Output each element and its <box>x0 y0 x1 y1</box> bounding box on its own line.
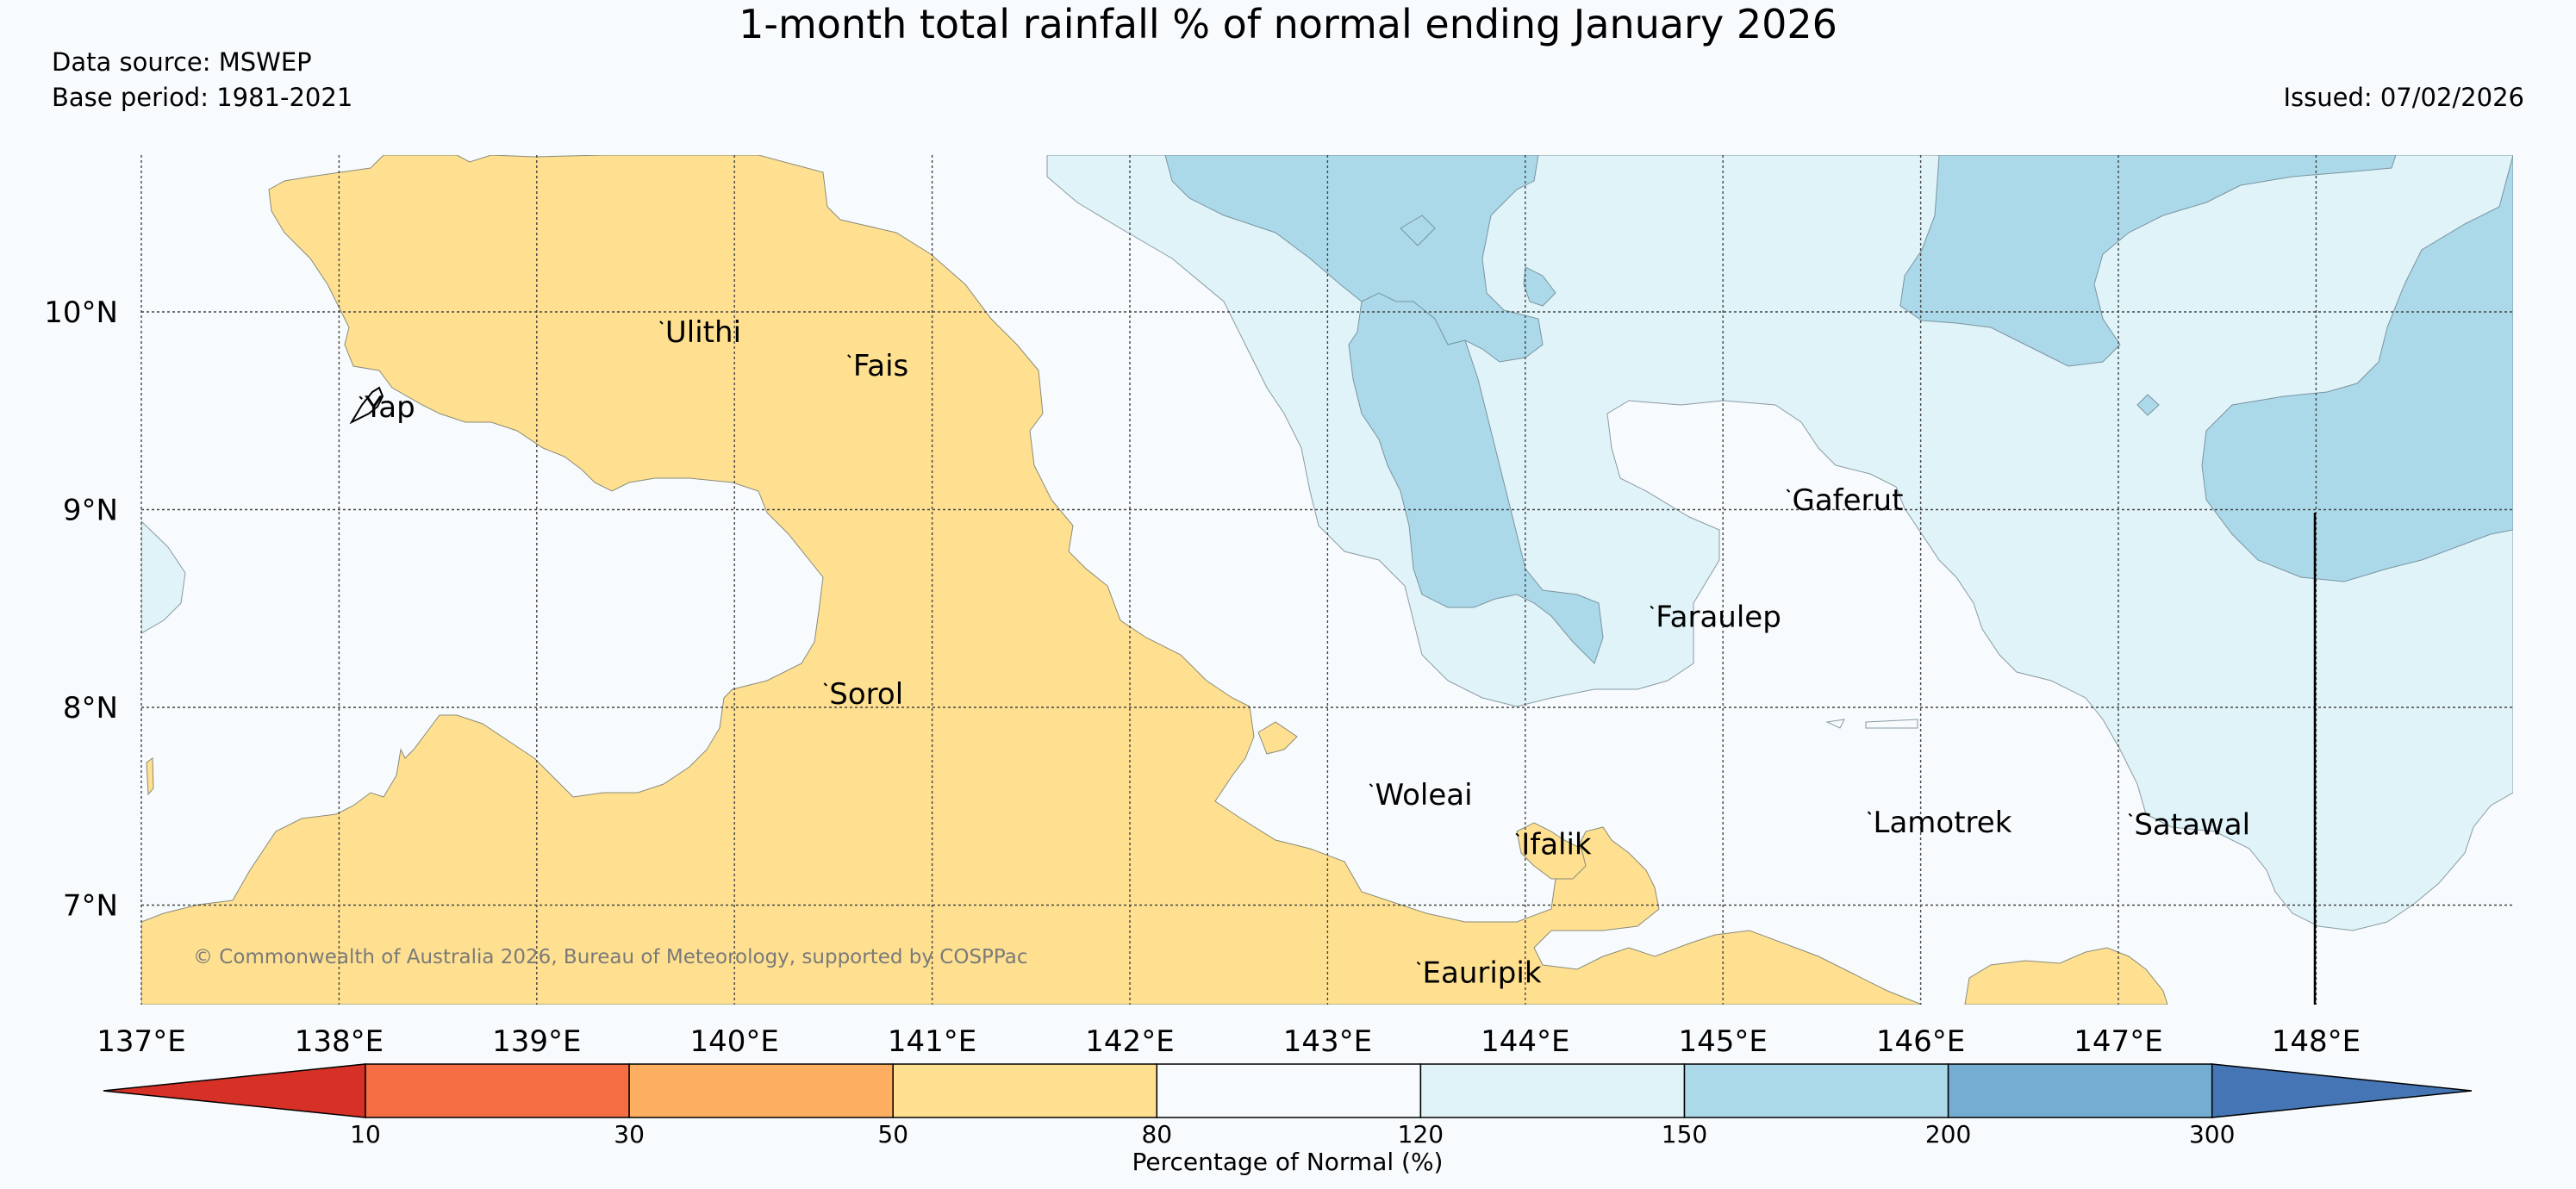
below-normal-patch-east <box>1964 947 2168 1005</box>
much-above-normal-patch-3 <box>2136 394 2160 416</box>
colorbar-under-arrow <box>103 1063 366 1118</box>
map-title: 1-month total rainfall % of normal endin… <box>739 1 1837 47</box>
longitude-labels: 137°E 138°E 139°E 140°E 141°E 142°E 143°E 144°E… <box>97 1024 2361 1059</box>
colorbar-over-arrow <box>2211 1063 2473 1118</box>
island-marker <box>1867 811 1872 815</box>
colorbar-tick-labels: 10 30 50 80 120 150 200 300 <box>350 1120 2235 1149</box>
place-label: Lamotrek <box>1874 806 2012 840</box>
longitude-label: 144°E <box>1481 1024 1569 1059</box>
place-label: Sorol <box>829 677 903 712</box>
colorbar-title: Percentage of Normal (%) <box>1132 1148 1444 1176</box>
latitude-label: 8°N <box>63 691 118 725</box>
longitude-label: 139°E <box>492 1024 581 1059</box>
island-marker <box>659 321 664 325</box>
above-normal-region-west <box>141 520 186 634</box>
longitude-label: 145°E <box>1679 1024 1768 1059</box>
place-label: Ulithi <box>665 315 741 350</box>
issued-date-label: Issued: 07/02/2026 <box>2283 83 2524 112</box>
island-marker <box>2128 812 2133 818</box>
colorbar-tick-label: 150 <box>1662 1120 1707 1149</box>
colorbar-tick-label: 200 <box>1925 1120 1971 1149</box>
island-marker <box>1416 961 1421 966</box>
longitude-label: 143°E <box>1283 1024 1372 1059</box>
longitude-label: 147°E <box>2074 1024 2162 1059</box>
copyright-notice: © Commonwealth of Australia 2026, Bureau… <box>193 946 1028 968</box>
latitude-label: 7°N <box>63 889 118 924</box>
colorbar-segment <box>1683 1063 1949 1118</box>
place-label: Fais <box>853 349 908 383</box>
island-marker <box>823 682 828 687</box>
place-label: Satawal <box>2134 807 2250 842</box>
place-label: Gaferut <box>1792 483 1903 518</box>
island-marker <box>1786 489 1791 493</box>
below-normal-patch-3 <box>146 757 154 796</box>
much-above-normal-patch-1 <box>1523 266 1556 307</box>
colorbar-tick-label: 300 <box>2189 1120 2235 1149</box>
normal-patch-2 <box>1865 719 1918 729</box>
island-marker <box>847 354 851 358</box>
much-above-normal-patch-2 <box>1400 215 1436 246</box>
place-label: Woleai <box>1375 778 1472 812</box>
much-above-normal-region-northeast <box>1899 155 2397 367</box>
place-label: Ifalik <box>1521 827 1592 862</box>
base-period-label: Base period: 1981-2021 <box>52 83 353 112</box>
longitude-label: 146°E <box>1876 1024 1965 1059</box>
colorbar-tick-label: 50 <box>877 1120 908 1149</box>
below-normal-region-west <box>141 155 1923 1005</box>
colorbar-segment <box>365 1063 630 1118</box>
much-above-normal-region-east <box>2201 155 2513 582</box>
longitude-label: 138°E <box>295 1024 384 1059</box>
map-gridlines <box>140 155 2513 1005</box>
place-label: Faraulep <box>1656 600 1781 634</box>
colorbar-segment <box>1419 1063 1686 1118</box>
colorbar-tick-label: 10 <box>350 1120 381 1149</box>
latitude-label: 10°N <box>44 296 118 330</box>
longitude-label: 142°E <box>1085 1024 1174 1059</box>
below-normal-patch-2 <box>1516 822 1587 880</box>
place-label: Eauripik <box>1423 956 1542 991</box>
longitude-label: 148°E <box>2272 1024 2361 1059</box>
yap-island-outline <box>349 386 384 425</box>
colorbar-segment <box>1947 1063 2213 1118</box>
place-labels: Yap Ulithi Fais Sorol Gaferut Faraulep Woleai I… <box>359 315 2250 991</box>
latitude-label: 9°N <box>63 494 118 528</box>
colorbar-segment <box>1156 1063 1422 1118</box>
island-marker <box>1650 605 1654 610</box>
latitude-labels: 10°N 9°N 8°N 7°N <box>44 296 118 924</box>
normal-patch-1 <box>1825 719 1845 729</box>
place-label: Yap <box>364 390 415 425</box>
longitude-label: 137°E <box>97 1024 185 1059</box>
colorbar-segments <box>103 1063 2473 1118</box>
data-source-label: Data source: MSWEP <box>52 47 312 77</box>
colorbar-tick-label: 120 <box>1398 1120 1444 1149</box>
colorbar-segment <box>892 1063 1158 1118</box>
island-marker <box>1369 783 1374 787</box>
island-marker <box>1515 832 1519 837</box>
colorbar-tick-label: 30 <box>614 1120 645 1149</box>
longitude-label: 141°E <box>888 1024 976 1059</box>
colorbar-tick-label: 80 <box>1141 1120 1172 1149</box>
longitude-label: 140°E <box>690 1024 779 1059</box>
below-normal-patch-1 <box>1257 721 1298 755</box>
colorbar-segment <box>628 1063 894 1118</box>
island-marker <box>359 395 363 400</box>
